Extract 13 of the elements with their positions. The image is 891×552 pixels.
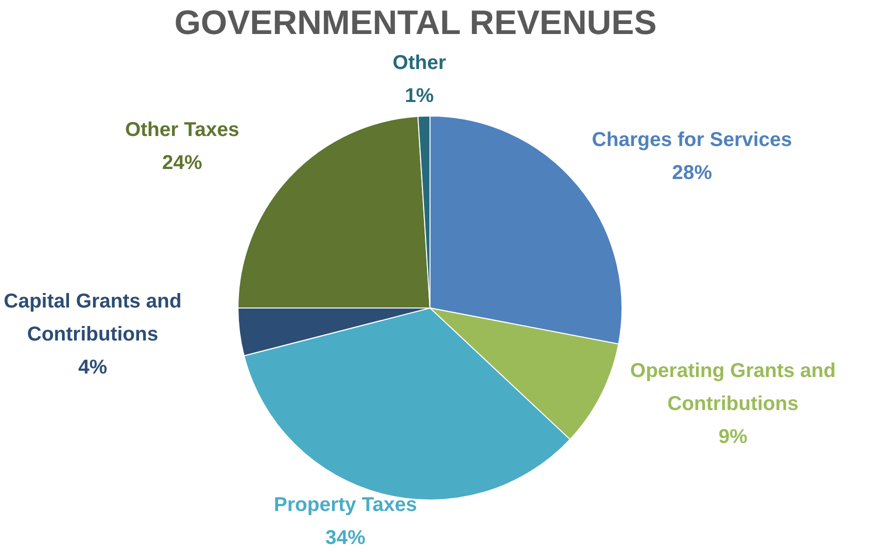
data-label: 1% [404,85,434,108]
data-label: 4% [78,356,108,379]
slice-label: Operating Grants and Contributions [630,360,836,416]
slice-label: Property Taxes [274,494,417,516]
data-label: 24% [162,152,202,174]
slice-label: Other Taxes [125,118,240,141]
data-label: 9% [718,426,748,448]
slice-label: Charges for Services [592,128,792,151]
data-label: 28% [672,162,712,184]
slice-label: Capital Grants and Contributions [4,290,182,346]
data-label: 34% [325,527,366,550]
chart-title: GOVERNMENTAL REVENUES [174,4,657,42]
slice-label: Other [392,52,446,74]
